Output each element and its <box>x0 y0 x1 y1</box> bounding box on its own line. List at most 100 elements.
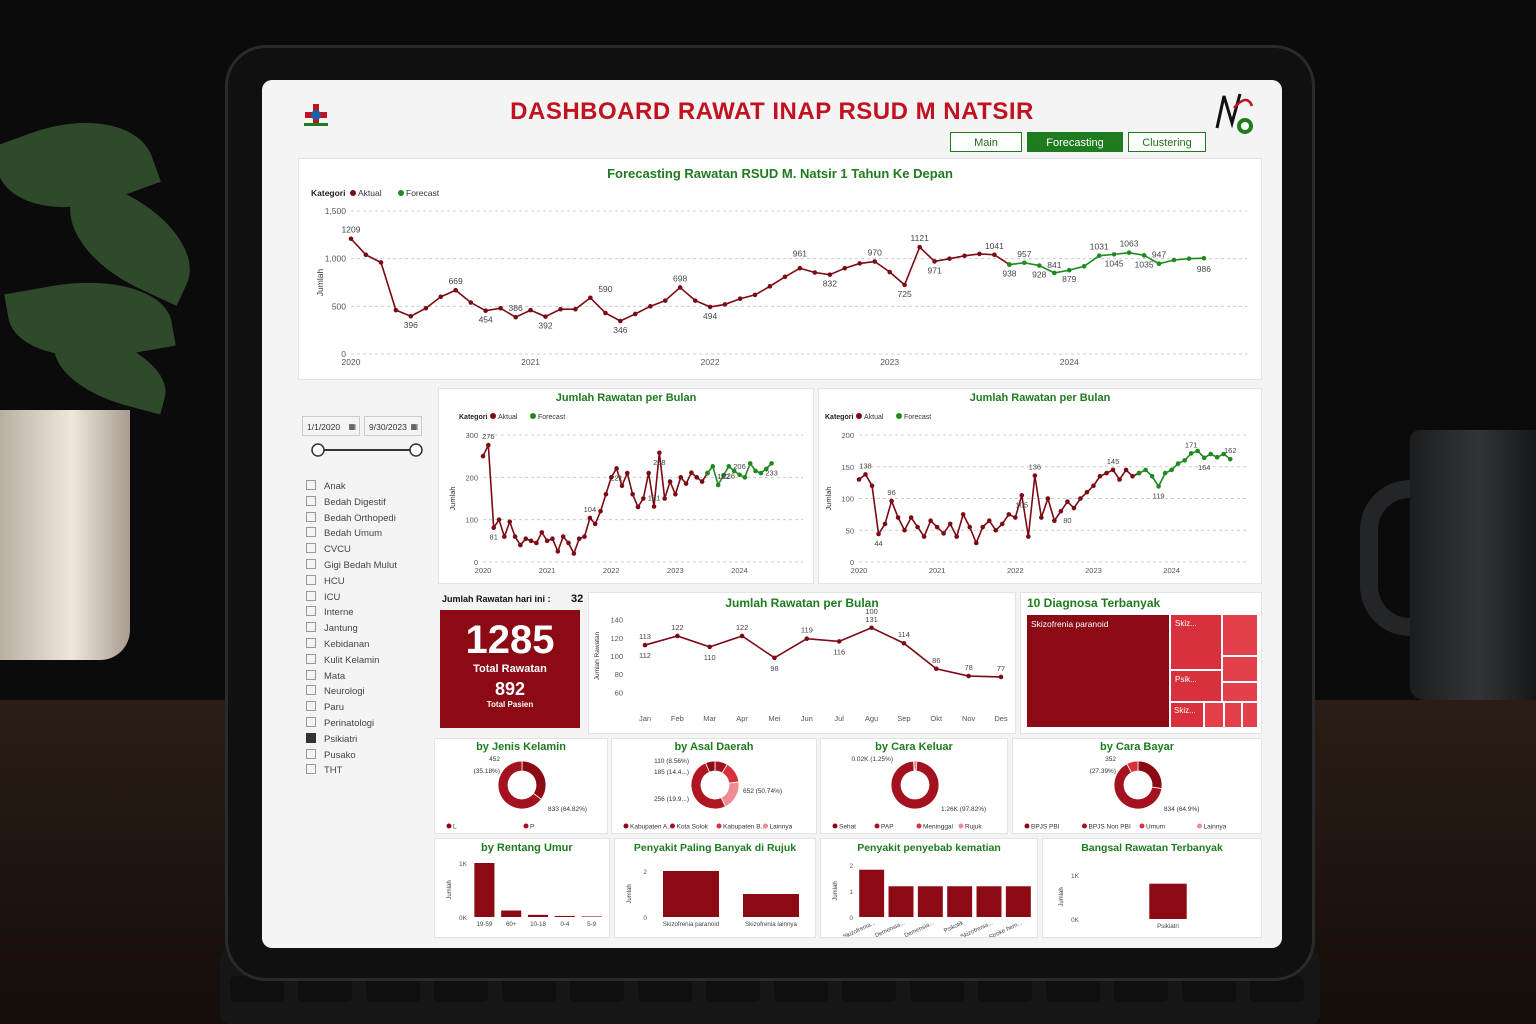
data-point-aktual <box>1130 473 1135 479</box>
data-label: 832 <box>823 279 837 289</box>
x-tick-label: Apr <box>736 714 748 723</box>
legend-label: Rujuk <box>965 824 982 831</box>
filter-item-jantung[interactable]: Jantung <box>306 622 358 636</box>
filter-item-bedah-digestif[interactable]: Bedah Digestif <box>306 495 386 510</box>
y-axis-label: Jumlah <box>447 880 453 899</box>
data-point-aktual <box>614 466 619 471</box>
data-point <box>836 639 842 644</box>
treemap-cell-10[interactable] <box>1243 703 1257 727</box>
checkbox-icon[interactable] <box>306 622 316 633</box>
checkbox-icon[interactable] <box>306 638 316 648</box>
checkbox-icon[interactable] <box>306 559 316 569</box>
natsir-logo-icon <box>1215 93 1254 134</box>
treemap-label-4: Skiz... <box>1174 706 1196 715</box>
tab-forecasting[interactable]: Forecasting <box>1027 132 1123 152</box>
checkbox-icon[interactable] <box>306 543 316 554</box>
filter-item-bedah-umum[interactable]: Bedah Umum <box>306 527 382 541</box>
filter-item-bedah-orthopedi[interactable]: Bedah Orthopedi <box>306 511 396 526</box>
checkbox-icon[interactable] <box>306 685 316 696</box>
checkbox-icon[interactable] <box>306 574 316 585</box>
data-label: 276 <box>482 432 495 441</box>
y-tick-label: 50 <box>846 526 854 535</box>
treemap-cell-6[interactable] <box>1223 657 1257 681</box>
donut-label: 0.02K (1.25%) <box>851 756 893 763</box>
tab-clustering[interactable]: Clustering <box>1128 132 1206 152</box>
y-tick-label: 2 <box>849 863 853 870</box>
legend-marker <box>1082 823 1087 829</box>
y-tick-label: 500 <box>332 301 346 311</box>
diagnosa-panel: 10 Diagnosa Terbanyak Skizofrenia parano… <box>1020 592 1262 734</box>
checkbox-icon[interactable] <box>306 732 316 743</box>
date-range-slider[interactable] <box>298 440 432 460</box>
x-tick-label: 0-4 <box>560 921 570 928</box>
treemap-cell-7[interactable] <box>1223 683 1257 701</box>
data-point-aktual <box>1104 470 1109 476</box>
date-end-input[interactable]: 9/30/2023 ▦ <box>364 416 422 436</box>
x-tick-label: 5-9 <box>587 921 597 928</box>
checkbox-icon[interactable] <box>306 748 316 759</box>
legend-label: Lainnya <box>1204 824 1227 831</box>
treemap-main[interactable]: Skizofrenia paranoid <box>1027 615 1169 727</box>
checkbox-icon[interactable] <box>306 606 316 617</box>
legend-label: Umum <box>1146 824 1165 831</box>
data-point-forecast <box>1066 267 1072 273</box>
checkbox-icon[interactable] <box>306 669 316 680</box>
today-label: Jumlah Rawatan hari ini : <box>442 594 551 604</box>
y-axis-label: Jumlah <box>627 884 633 903</box>
checkbox-icon[interactable] <box>306 590 316 601</box>
checkbox-icon[interactable] <box>306 527 316 538</box>
filter-item-label: Pusako <box>324 749 356 761</box>
checkbox-icon[interactable] <box>306 653 316 664</box>
treemap-cell-9[interactable] <box>1225 703 1241 727</box>
treemap-cell-4[interactable]: Skiz... <box>1171 703 1203 727</box>
filter-item-mata[interactable]: Mata <box>306 669 345 684</box>
checkbox-icon[interactable] <box>306 717 316 727</box>
y-tick-label: 1K <box>459 861 468 868</box>
checkbox-icon[interactable] <box>306 701 316 712</box>
treemap-cell-3[interactable]: Psik... <box>1171 671 1221 701</box>
treemap-cell-5[interactable] <box>1223 615 1257 655</box>
filter-item-kulit-kelamin[interactable]: Kulit Kelamin <box>306 653 380 668</box>
filter-item-pusako[interactable]: Pusako <box>306 748 356 763</box>
filter-item-cvcu[interactable]: CVCU <box>306 543 351 557</box>
legend-label: Forecast <box>406 188 440 198</box>
donut-title: by Jenis Kelamin <box>476 741 566 753</box>
filter-item-label: Bedah Orthopedi <box>324 512 396 524</box>
filter-item-gigi-bedah-mulut[interactable]: Gigi Bedah Mulut <box>306 559 397 573</box>
slider-handle-end[interactable] <box>409 443 423 457</box>
checkbox-icon[interactable] <box>306 511 316 522</box>
filter-item-label: Paru <box>324 702 345 714</box>
filter-item-label: ICU <box>324 591 341 603</box>
donut-title: by Cara Keluar <box>875 741 953 753</box>
filter-item-icu[interactable]: ICU <box>306 590 341 605</box>
treemap-cell-8[interactable] <box>1205 703 1223 727</box>
filter-item-kebidanan[interactable]: Kebidanan <box>306 638 369 652</box>
checkbox-icon[interactable] <box>306 764 316 775</box>
data-point-aktual <box>408 313 414 319</box>
x-tick-label: Demensia... <box>904 920 936 937</box>
treemap-label-3: Psik... <box>1175 675 1197 684</box>
filter-item-hcu[interactable]: HCU <box>306 574 345 589</box>
filter-item-label: Kulit Kelamin <box>324 654 380 666</box>
dashboard-screen: DASHBOARD RAWAT INAP RSUD M NATSIR Main … <box>262 80 1282 948</box>
filter-item-neurologi[interactable]: Neurologi <box>306 685 365 699</box>
filter-item-interne[interactable]: Interne <box>306 606 354 620</box>
slider-handle-start[interactable] <box>311 443 325 457</box>
filter-item-psikiatri[interactable]: Psikiatri <box>306 732 357 747</box>
date-start-input[interactable]: 1/1/2020 ▦ <box>302 416 360 436</box>
filter-item-perinatologi[interactable]: Perinatologi <box>306 717 374 731</box>
x-tick-label: 2023 <box>667 566 684 575</box>
checkbox-icon[interactable] <box>306 495 316 506</box>
bar <box>1005 886 1031 917</box>
tab-main[interactable]: Main <box>950 132 1022 152</box>
filter-item-anak[interactable]: Anak <box>306 480 346 494</box>
treemap-cell-2[interactable]: Skiz... <box>1171 615 1221 669</box>
data-point-aktual <box>827 272 833 277</box>
donut-chart: 452 (35.18%) 833 (64.82%) L P <box>446 756 587 831</box>
keyboard-key <box>230 976 284 1002</box>
filter-item-paru[interactable]: Paru <box>306 701 344 715</box>
x-tick-label: 2020 <box>342 357 361 367</box>
data-point-aktual <box>651 504 657 509</box>
filter-item-tht[interactable]: THT <box>306 764 342 778</box>
checkbox-icon[interactable] <box>306 480 316 490</box>
